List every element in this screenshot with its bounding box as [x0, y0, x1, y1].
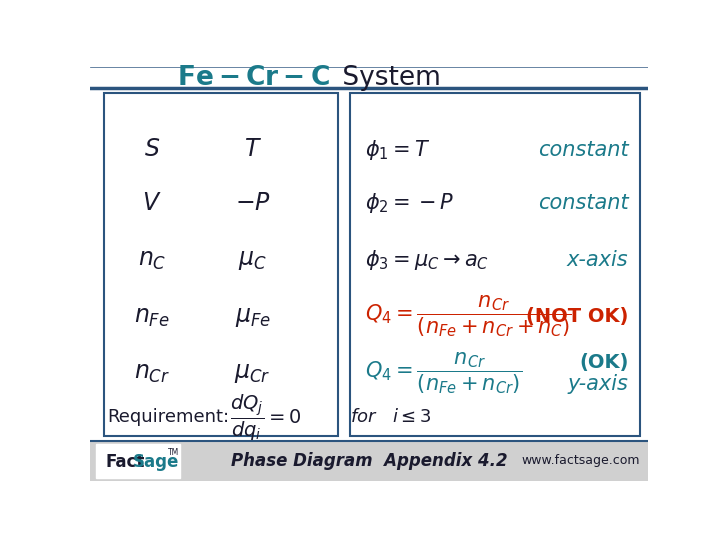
- Bar: [104, 92, 338, 436]
- Text: $\dfrac{dQ_j}{dq_i} = 0$: $\dfrac{dQ_j}{dq_i} = 0$: [230, 393, 301, 443]
- Text: (NOT OK): (NOT OK): [526, 307, 629, 326]
- Bar: [96, 444, 180, 477]
- Text: $n_{Fe}$: $n_{Fe}$: [134, 305, 170, 328]
- Text: $\phi_2 = -P$: $\phi_2 = -P$: [365, 191, 454, 215]
- Text: $\mathit{for} \quad i \leq 3$: $\mathit{for} \quad i \leq 3$: [350, 408, 431, 427]
- Text: $\phi_3 = \mu_C \rightarrow a_C$: $\phi_3 = \mu_C \rightarrow a_C$: [365, 248, 489, 272]
- Text: constant: constant: [538, 193, 629, 213]
- Text: $V$: $V$: [143, 191, 162, 215]
- Text: Fact: Fact: [106, 453, 145, 471]
- Text: $n_C$: $n_C$: [138, 248, 166, 272]
- Text: TM: TM: [168, 448, 179, 457]
- Text: $S$: $S$: [144, 138, 160, 161]
- Text: Phase Diagram  Appendix 4.2: Phase Diagram Appendix 4.2: [230, 451, 508, 470]
- Text: $Q_4 = \dfrac{n_{Cr}}{(n_{Fe}+n_{Cr})}$: $Q_4 = \dfrac{n_{Cr}}{(n_{Fe}+n_{Cr})}$: [365, 350, 522, 396]
- Text: x-axis: x-axis: [567, 249, 629, 269]
- Text: constant: constant: [538, 139, 629, 159]
- Text: Requirement:: Requirement:: [107, 408, 229, 427]
- Text: $\mathbf{Fe - Cr - C}$: $\mathbf{Fe - Cr - C}$: [177, 65, 330, 91]
- Text: $\mu_{Cr}$: $\mu_{Cr}$: [235, 361, 271, 385]
- Text: Sage: Sage: [132, 453, 179, 471]
- Text: System: System: [334, 65, 441, 91]
- Bar: [90, 441, 648, 481]
- Text: $\mu_C$: $\mu_C$: [238, 248, 267, 272]
- Text: $n_{Cr}$: $n_{Cr}$: [134, 361, 170, 385]
- Text: $T$: $T$: [244, 138, 262, 161]
- Text: $Q_4 = \dfrac{n_{Cr}}{(n_{Fe}+n_{Cr}+n_{C})}$: $Q_4 = \dfrac{n_{Cr}}{(n_{Fe}+n_{Cr}+n_{…: [365, 294, 572, 340]
- Text: $\mu_{Fe}$: $\mu_{Fe}$: [235, 305, 271, 328]
- Bar: [350, 92, 640, 436]
- Text: $-P$: $-P$: [235, 191, 271, 215]
- Text: www.factsage.com: www.factsage.com: [522, 454, 640, 467]
- Text: y-axis: y-axis: [568, 374, 629, 394]
- Text: (OK): (OK): [580, 353, 629, 372]
- Text: $\phi_1 = T$: $\phi_1 = T$: [365, 138, 431, 161]
